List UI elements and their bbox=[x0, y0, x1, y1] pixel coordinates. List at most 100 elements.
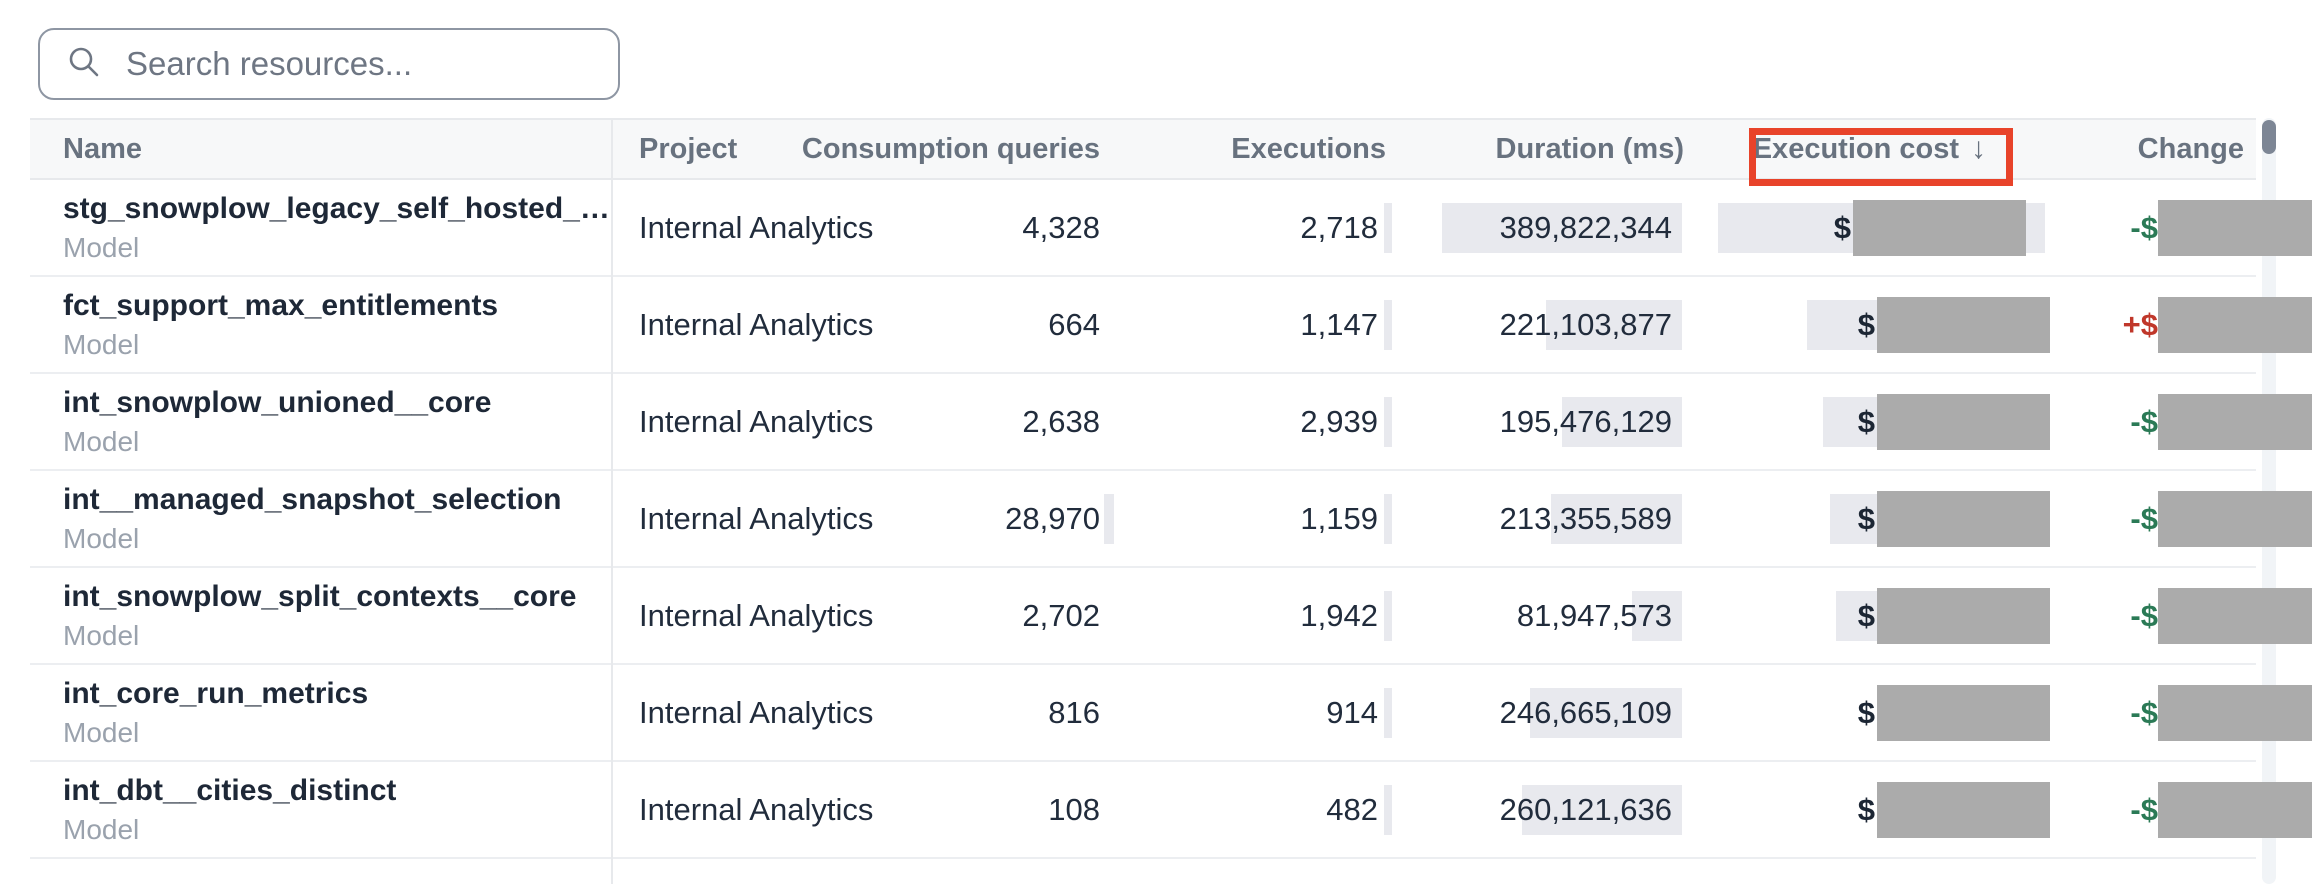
redaction-box bbox=[1877, 781, 2050, 838]
executions-cell: 2,718 bbox=[1116, 202, 1397, 253]
value-bar bbox=[1530, 687, 1682, 738]
table-body: stg_snowplow_legacy_self_hosted__cor... … bbox=[30, 180, 2312, 884]
redaction-box bbox=[2158, 490, 2312, 547]
table-header-row: Name Project Consumption queries Executi… bbox=[30, 118, 2256, 180]
project-cell: Internal Analytics bbox=[639, 597, 874, 633]
column-header-name[interactable]: Name bbox=[63, 132, 142, 165]
redaction-box bbox=[2158, 684, 2312, 741]
value-bar bbox=[1384, 299, 1392, 350]
resource-name-link[interactable]: int_dbt__cities_distinct bbox=[63, 773, 397, 807]
project-cell: Internal Analytics bbox=[639, 209, 874, 245]
value-bar bbox=[1546, 299, 1682, 350]
table-row[interactable]: stg_snowplow_legacy_self_hosted__cor... … bbox=[30, 180, 2312, 277]
column-header-execution-cost-label: Execution cost bbox=[1752, 132, 1959, 165]
consumption-queries-cell: 816 bbox=[1048, 694, 1100, 730]
value-bar bbox=[1522, 784, 1682, 835]
resource-type-label: Model bbox=[63, 813, 140, 845]
redaction-box bbox=[2158, 393, 2312, 450]
search-input[interactable] bbox=[124, 44, 592, 84]
column-header-executions[interactable]: Executions bbox=[1231, 132, 1386, 165]
resource-name-link[interactable]: int_snowplow_unioned__core bbox=[63, 385, 492, 419]
search-box[interactable] bbox=[38, 28, 620, 100]
table-row[interactable]: fct_support_max_entitlements Model Inter… bbox=[30, 277, 2312, 374]
resource-type-label: Model bbox=[63, 619, 140, 651]
duration-cell: 221,103,877 bbox=[1397, 299, 1690, 350]
redaction-box bbox=[1853, 199, 2026, 256]
resource-type-label: Model bbox=[63, 328, 140, 360]
executions-cell: 1,159 bbox=[1116, 493, 1397, 544]
change-sign: -$ bbox=[2130, 209, 2158, 245]
resource-type-label: Model bbox=[63, 425, 140, 457]
search-icon bbox=[66, 44, 102, 85]
value-bar bbox=[1442, 202, 1682, 253]
resource-name-link[interactable]: int_snowplow_split_contexts__core bbox=[63, 579, 577, 613]
resource-name-link[interactable]: int_core_run_metrics bbox=[63, 676, 369, 710]
currency-symbol: $ bbox=[1857, 694, 1875, 730]
value-bar bbox=[1551, 493, 1682, 544]
column-header-consumption-queries[interactable]: Consumption queries bbox=[801, 132, 1100, 165]
table-row[interactable]: int_dbt__cities_distinct Model Internal … bbox=[30, 762, 2312, 859]
resources-table: Name Project Consumption queries Executi… bbox=[30, 118, 2312, 884]
currency-symbol: $ bbox=[1857, 597, 1875, 633]
duration-cell: 246,665,109 bbox=[1397, 687, 1690, 738]
redaction-box bbox=[1877, 393, 2050, 450]
vertical-scrollbar-thumb[interactable] bbox=[2262, 120, 2276, 154]
redaction-box bbox=[1877, 490, 2050, 547]
resource-type-label: Model bbox=[63, 231, 140, 263]
currency-symbol: $ bbox=[1857, 403, 1875, 439]
currency-symbol: $ bbox=[1833, 209, 1851, 245]
executions-cell: 1,942 bbox=[1116, 590, 1397, 641]
value-bar bbox=[1384, 687, 1392, 738]
column-header-duration[interactable]: Duration (ms) bbox=[1495, 132, 1685, 165]
executions-cell: 2,939 bbox=[1116, 396, 1397, 447]
duration-cell: 81,947,573 bbox=[1397, 590, 1690, 641]
resource-name-link[interactable]: fct_support_max_entitlements bbox=[63, 288, 499, 322]
change-sign: -$ bbox=[2130, 694, 2158, 730]
value-bar bbox=[1384, 202, 1392, 253]
consumption-queries-cell: 664 bbox=[1048, 306, 1100, 342]
change-sign: +$ bbox=[2122, 306, 2158, 342]
executions-cell: 914 bbox=[1116, 687, 1397, 738]
table-row[interactable]: int__managed_snapshot_selection Model In… bbox=[30, 471, 2312, 568]
redaction-box bbox=[2158, 296, 2312, 353]
table-row[interactable]: fct_dbt_project_activity bbox=[30, 859, 2256, 884]
currency-symbol: $ bbox=[1857, 791, 1875, 827]
value-bar bbox=[1632, 590, 1682, 641]
table-row[interactable]: int_core_run_metrics Model Internal Anal… bbox=[30, 665, 2312, 762]
change-sign: -$ bbox=[2130, 403, 2158, 439]
table-row[interactable]: int_snowplow_unioned__core Model Interna… bbox=[30, 374, 2312, 471]
consumption-queries-cell: 4,328 bbox=[1022, 209, 1100, 245]
duration-cell: 213,355,589 bbox=[1397, 493, 1690, 544]
project-cell: Internal Analytics bbox=[639, 500, 874, 536]
value-bar bbox=[1384, 396, 1392, 447]
consumption-queries-cell: 2,702 bbox=[1022, 597, 1100, 633]
redaction-box bbox=[1877, 587, 2050, 644]
project-cell: Internal Analytics bbox=[639, 694, 874, 730]
consumption-queries-cell: 108 bbox=[1048, 791, 1100, 827]
executions-cell: 482 bbox=[1116, 784, 1397, 835]
resource-name-link[interactable]: int__managed_snapshot_selection bbox=[63, 482, 562, 516]
duration-cell: 195,476,129 bbox=[1397, 396, 1690, 447]
change-sign: -$ bbox=[2130, 597, 2158, 633]
table-row[interactable]: int_snowplow_split_contexts__core Model … bbox=[30, 568, 2312, 665]
currency-symbol: $ bbox=[1857, 500, 1875, 536]
value-bar bbox=[1562, 396, 1682, 447]
value-bar bbox=[1384, 590, 1392, 641]
project-cell: Internal Analytics bbox=[639, 306, 874, 342]
redaction-box bbox=[1877, 296, 2050, 353]
duration-cell: 389,822,344 bbox=[1397, 202, 1690, 253]
consumption-queries-cell: 28,970 bbox=[922, 493, 1116, 544]
redaction-box bbox=[1877, 684, 2050, 741]
redaction-box bbox=[2158, 199, 2312, 256]
resource-name-link[interactable]: stg_snowplow_legacy_self_hosted__cor... bbox=[63, 191, 612, 225]
redaction-box bbox=[2158, 781, 2312, 838]
column-header-change[interactable]: Change bbox=[2137, 132, 2244, 165]
change-sign: -$ bbox=[2130, 500, 2158, 536]
column-header-execution-cost[interactable]: Execution cost ↓ bbox=[1690, 132, 2050, 166]
project-cell: Internal Analytics bbox=[639, 403, 874, 439]
duration-cell: 260,121,636 bbox=[1397, 784, 1690, 835]
resource-type-label: Model bbox=[63, 522, 140, 554]
consumption-queries-cell: 2,638 bbox=[1022, 403, 1100, 439]
sort-descending-icon: ↓ bbox=[1971, 132, 1986, 165]
column-header-project[interactable]: Project bbox=[639, 132, 738, 165]
